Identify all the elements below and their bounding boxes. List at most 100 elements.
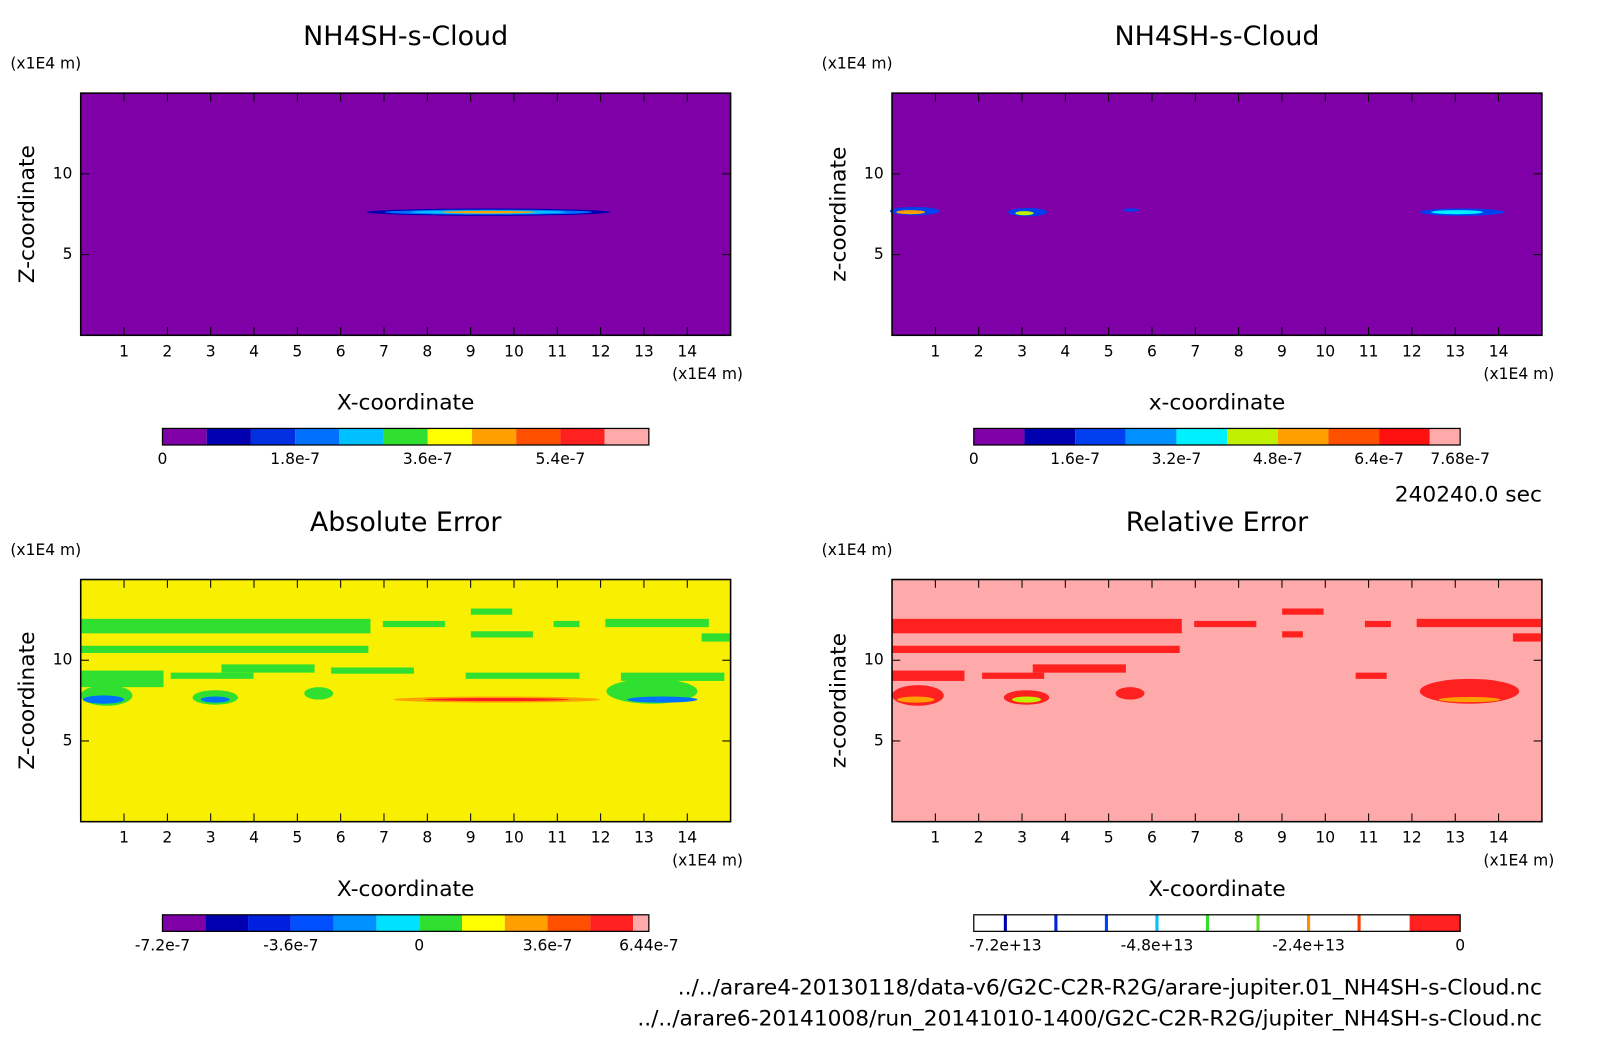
x-tick-label: 10 xyxy=(1315,342,1335,360)
x-tick-label: 7 xyxy=(1190,829,1200,847)
colorbar-segment xyxy=(250,428,296,445)
y-tick-label: 5 xyxy=(874,731,884,749)
colorbar-segment xyxy=(162,428,207,445)
colorbar-tick-label: 3.6e-7 xyxy=(403,450,453,468)
x-tick-label: 2 xyxy=(162,342,172,360)
x-tick-label: 5 xyxy=(1104,829,1114,847)
plot-frame xyxy=(79,92,732,337)
x-unit: (x1E4 m) xyxy=(672,365,743,383)
x-tick-label: 9 xyxy=(1277,829,1287,847)
plot-frame xyxy=(891,578,1543,823)
colorbar-segment xyxy=(604,428,649,445)
contour-patch xyxy=(892,608,1542,706)
contour-patch xyxy=(1015,211,1034,216)
x-unit: (x1E4 m) xyxy=(1483,365,1554,383)
colorbar-tick-label: -2.4e+13 xyxy=(1272,936,1345,954)
colorbar-tick-label: 7.68e-7 xyxy=(1430,450,1490,468)
y-unit: (x1E4 m) xyxy=(10,55,81,73)
x-tick-label: 8 xyxy=(1234,829,1244,847)
x-tick-label: 8 xyxy=(422,342,432,360)
y-axis-label: Z-coordinate xyxy=(15,145,40,283)
x-tick-label: 13 xyxy=(1445,342,1465,360)
colorbar-segment xyxy=(295,428,340,445)
x-tick-label: 2 xyxy=(974,342,984,360)
y-axis-label: z-coordinate xyxy=(826,147,851,282)
x-axis-label: X-coordinate xyxy=(1148,877,1285,902)
contour-patch xyxy=(896,210,926,215)
colorbar-tick-label: 1.6e-7 xyxy=(1050,450,1100,468)
colorbar-segment xyxy=(471,428,517,445)
colorbar-segment xyxy=(973,428,1025,445)
colorbar-segment xyxy=(504,914,548,932)
contour-patch xyxy=(1012,696,1042,703)
file-path: ../../arare4-20130118/data-v6/G2C-C2R-R2… xyxy=(678,975,1542,1000)
x-tick-label: 10 xyxy=(504,829,524,847)
colorbar-tick-label: -3.6e-7 xyxy=(263,936,318,954)
x-tick-label: 9 xyxy=(1277,342,1287,360)
x-tick-label: 2 xyxy=(162,829,172,847)
contour-patch xyxy=(424,698,570,702)
colorbar-frame xyxy=(161,914,650,932)
x-tick-label: 13 xyxy=(634,829,654,847)
colorbar-tick-label: 3.2e-7 xyxy=(1152,450,1202,468)
colorbar-segment xyxy=(419,914,462,932)
colorbar-tick-label: 6.44e-7 xyxy=(619,936,679,954)
x-axis-label: x-coordinate xyxy=(1149,391,1286,416)
colorbar-segment xyxy=(1024,428,1076,445)
colorbar-segment xyxy=(383,428,428,445)
colorbar-segment xyxy=(547,914,591,932)
colorbar-tick-label: 4.8e-7 xyxy=(1253,450,1303,468)
colorbar-segment xyxy=(973,914,1410,932)
x-tick-label: 1 xyxy=(119,829,129,847)
x-tick-label: 14 xyxy=(1489,829,1509,847)
y-axis-label: z-coordinate xyxy=(826,633,851,768)
x-tick-label: 7 xyxy=(379,342,389,360)
panel-title: NH4SH-s-Cloud xyxy=(1114,21,1319,52)
colorbar-segment xyxy=(248,914,291,932)
colorbar-segment xyxy=(461,914,505,932)
plot-frame xyxy=(79,578,732,823)
x-tick-label: 9 xyxy=(466,829,476,847)
x-tick-label: 4 xyxy=(249,342,259,360)
colorbar-segment xyxy=(1328,428,1380,445)
time-label: 240240.0 sec xyxy=(1395,483,1542,508)
colorbar-segment xyxy=(290,914,334,932)
x-tick-label: 6 xyxy=(336,342,346,360)
contour-patch xyxy=(1431,210,1483,215)
x-tick-label: 4 xyxy=(1060,829,1070,847)
x-tick-label: 5 xyxy=(292,829,302,847)
x-tick-label: 10 xyxy=(504,342,524,360)
colorbar-segment xyxy=(1409,914,1461,932)
colorbar-tick-label: 0 xyxy=(969,450,979,468)
x-tick-label: 6 xyxy=(1147,829,1157,847)
y-axis-label: Z-coordinate xyxy=(15,632,40,770)
panel-title: Absolute Error xyxy=(310,507,503,538)
colorbar-tick-label: 6.4e-7 xyxy=(1354,450,1404,468)
x-tick-label: 11 xyxy=(547,829,567,847)
x-tick-label: 3 xyxy=(1017,829,1027,847)
colorbar-segment xyxy=(1176,428,1228,445)
x-tick-label: 14 xyxy=(677,829,697,847)
colorbar-segment xyxy=(1227,428,1278,445)
x-tick-label: 6 xyxy=(1147,342,1157,360)
contour-patch xyxy=(1438,696,1501,703)
colorbar-segment xyxy=(376,914,420,932)
colorbar-segment xyxy=(1379,428,1430,445)
y-unit: (x1E4 m) xyxy=(10,541,81,559)
colorbar-segment xyxy=(1125,428,1177,445)
contour-patch xyxy=(200,696,230,703)
y-tick-label: 10 xyxy=(53,651,73,669)
y-tick-label: 10 xyxy=(53,164,73,182)
x-tick-label: 13 xyxy=(1445,829,1465,847)
panel-title: NH4SH-s-Cloud xyxy=(303,21,508,52)
colorbar-tick-label: -4.8e+13 xyxy=(1121,936,1194,954)
contour-patch xyxy=(897,696,935,703)
x-unit: (x1E4 m) xyxy=(672,851,743,869)
contour-patch xyxy=(82,695,125,704)
x-tick-label: 8 xyxy=(422,829,432,847)
y-unit: (x1E4 m) xyxy=(822,541,893,559)
x-tick-label: 1 xyxy=(930,829,940,847)
x-tick-label: 6 xyxy=(336,829,346,847)
